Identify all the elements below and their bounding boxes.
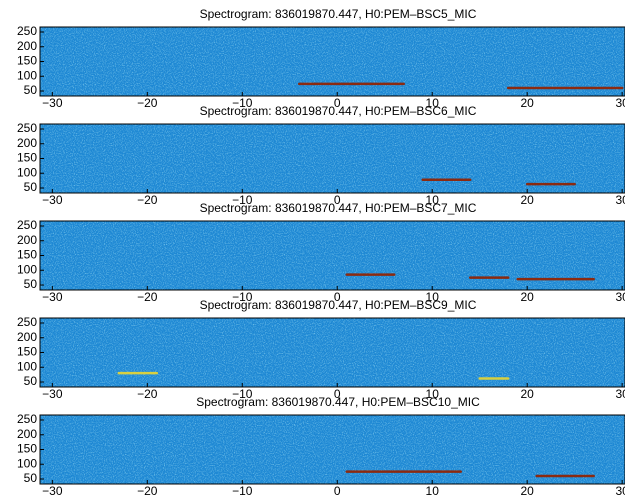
x-tick-label: 30 (615, 484, 625, 498)
y-tick-label: 50 (24, 83, 38, 97)
x-tick-label: 10 (426, 193, 440, 207)
x-tick-label: −30 (42, 484, 63, 498)
y-tick-label: 200 (17, 427, 37, 441)
y-tick-label: 100 (17, 359, 37, 373)
x-tick-label: −20 (137, 290, 158, 304)
y-tick-label: 200 (17, 233, 37, 247)
x-tick-label: −30 (42, 290, 63, 304)
y-tick-label: 50 (24, 471, 38, 485)
x-tick-label: −20 (137, 387, 158, 401)
panel-title: Spectrogram: 836019870.447, H0:PEM–BSC7_… (200, 201, 477, 215)
y-tick-label: 50 (24, 374, 38, 388)
x-tick-label: 10 (426, 387, 440, 401)
x-tick-label: 30 (615, 387, 625, 401)
spectrogram-texture (40, 27, 625, 96)
spectrogram-texture (40, 124, 625, 193)
x-tick-label: −10 (232, 290, 253, 304)
x-tick-label: 30 (615, 193, 625, 207)
y-tick-label: 100 (17, 456, 37, 470)
y-tick-label: 200 (17, 39, 37, 53)
x-tick-label: 10 (426, 96, 440, 110)
x-tick-label: 20 (521, 96, 535, 110)
x-tick-label: 10 (426, 290, 440, 304)
y-tick-label: 250 (17, 24, 37, 38)
spectrogram-texture (40, 415, 625, 484)
y-tick-label: 150 (17, 151, 37, 165)
y-tick-label: 150 (17, 442, 37, 456)
y-tick-label: 50 (24, 277, 38, 291)
y-tick-label: 200 (17, 330, 37, 344)
y-tick-label: 50 (24, 180, 38, 194)
x-tick-label: −10 (232, 484, 253, 498)
x-tick-label: 0 (334, 96, 341, 110)
x-tick-label: −10 (232, 193, 253, 207)
x-tick-label: 0 (334, 387, 341, 401)
x-tick-label: 20 (521, 484, 535, 498)
y-tick-label: 100 (17, 68, 37, 82)
panel-title: Spectrogram: 836019870.447, H0:PEM–BSC9_… (200, 298, 477, 312)
x-tick-label: −20 (137, 484, 158, 498)
x-tick-label: −30 (42, 96, 63, 110)
x-tick-label: 10 (426, 484, 440, 498)
x-tick-label: −10 (232, 387, 253, 401)
x-tick-label: 20 (521, 193, 535, 207)
x-tick-label: −20 (137, 193, 158, 207)
panel-title: Spectrogram: 836019870.447, H0:PEM–BSC5_… (200, 7, 477, 21)
panel-title: Spectrogram: 836019870.447, H0:PEM–BSC6_… (200, 104, 477, 118)
y-tick-label: 100 (17, 262, 37, 276)
y-tick-label: 250 (17, 315, 37, 329)
panel-title: Spectrogram: 836019870.447, H0:PEM–BSC10… (196, 395, 480, 409)
x-tick-label: −30 (42, 193, 63, 207)
x-tick-label: −20 (137, 96, 158, 110)
x-tick-label: 20 (521, 387, 535, 401)
x-tick-label: −30 (42, 387, 63, 401)
y-tick-label: 250 (17, 121, 37, 135)
y-tick-label: 100 (17, 165, 37, 179)
x-tick-label: 20 (521, 290, 535, 304)
x-tick-label: 30 (615, 290, 625, 304)
x-tick-label: 0 (334, 193, 341, 207)
y-tick-label: 150 (17, 248, 37, 262)
x-tick-label: 0 (334, 290, 341, 304)
y-tick-label: 150 (17, 54, 37, 68)
x-tick-label: 30 (615, 96, 625, 110)
x-tick-label: −10 (232, 96, 253, 110)
y-tick-label: 200 (17, 136, 37, 150)
spectrogram-texture (40, 318, 625, 387)
y-tick-label: 250 (17, 218, 37, 232)
y-tick-label: 150 (17, 345, 37, 359)
x-tick-label: 0 (334, 484, 341, 498)
y-tick-label: 250 (17, 412, 37, 426)
